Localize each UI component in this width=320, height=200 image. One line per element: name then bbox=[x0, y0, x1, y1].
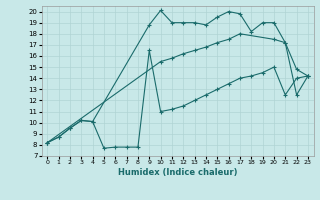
X-axis label: Humidex (Indice chaleur): Humidex (Indice chaleur) bbox=[118, 168, 237, 177]
